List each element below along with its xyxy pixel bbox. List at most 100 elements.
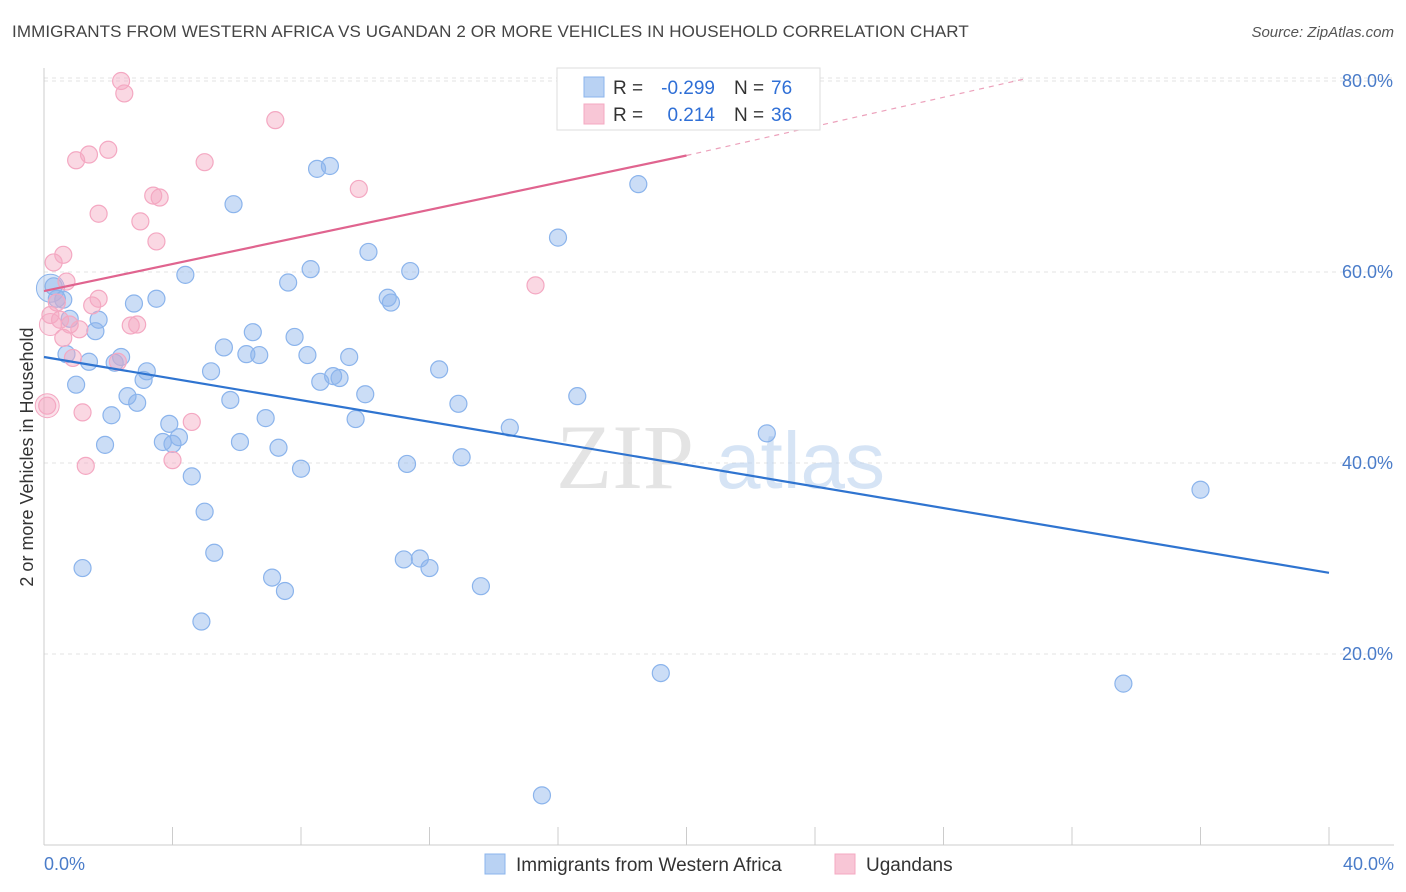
series-legend-label-western-africa: Immigrants from Western Africa: [516, 855, 782, 876]
legend-r-value-1: -0.299: [661, 78, 715, 99]
western-africa-point-65: [471, 577, 490, 596]
western-africa-point-67: [532, 786, 552, 805]
x-tick-label-left: 0.0%: [44, 854, 85, 874]
western-africa-point-71: [651, 663, 670, 683]
western-africa-point-52: [346, 409, 365, 429]
ugandan-point-25: [144, 186, 163, 205]
western-africa-point-63: [449, 394, 468, 413]
legend-r-value-2: 0.214: [667, 105, 715, 126]
y-tick-label-20: 20.0%: [1342, 644, 1393, 664]
western-africa-point-70: [629, 175, 648, 194]
grid-lines: [44, 77, 1394, 655]
western-africa-point-38: [262, 568, 282, 587]
ugandan-point-11: [70, 320, 89, 339]
western-africa-point-43: [291, 459, 311, 478]
western-africa-point-10: [102, 406, 121, 425]
western-africa-point-44: [298, 345, 317, 365]
western-africa-point-11: [95, 435, 115, 454]
watermark: ZIP atlas: [556, 406, 885, 508]
western-africa-point-36: [250, 345, 269, 365]
western-africa-point-59: [401, 261, 420, 281]
ugandan-point-5: [54, 245, 73, 264]
western-africa-point-6: [73, 558, 92, 578]
y-tick-label-60: 60.0%: [1342, 262, 1393, 282]
western-africa-point-49: [324, 366, 343, 386]
western-africa-point-40: [275, 581, 295, 601]
western-africa-point-21: [160, 414, 179, 433]
western-africa-point-42: [285, 327, 304, 347]
ugandan-point-29: [182, 412, 201, 432]
western-africa-point-33: [230, 432, 250, 452]
series-legend-swatch-western-africa: [484, 853, 506, 875]
western-africa-point-7: [79, 352, 99, 371]
ugandan-point-17: [89, 204, 108, 223]
western-africa-point-30: [214, 338, 233, 357]
y-tick-label-80: 80.0%: [1342, 71, 1393, 91]
western-africa-point-26: [192, 612, 211, 631]
western-africa-point-29: [205, 543, 224, 562]
x-tick-labels: 0.0% 40.0%: [44, 854, 1394, 874]
chart-title: IMMIGRANTS FROM WESTERN AFRICA VS UGANDA…: [12, 22, 969, 41]
western-africa-point-28: [201, 362, 221, 381]
western-africa-point-48: [320, 156, 340, 176]
western-africa-point-69: [568, 387, 587, 406]
trendline-ugandans-extension: [686, 78, 1024, 157]
western-africa-point-64: [452, 448, 471, 467]
western-africa-point-18: [137, 362, 156, 381]
ugandan-point-21: [115, 84, 134, 103]
western-africa-point-15: [124, 294, 144, 313]
ugandan-point-3: [47, 293, 66, 312]
ugandan-point-cluster-1: [34, 393, 60, 419]
trend-lines: [43, 78, 1330, 574]
western-africa-point-54: [359, 242, 378, 262]
watermark-atlas: atlas: [716, 416, 885, 505]
western-africa-point-27: [195, 502, 214, 521]
ugandan-point-24: [131, 212, 150, 231]
western-africa-point-31: [221, 390, 240, 410]
axes: [43, 68, 1394, 846]
ugandan-point-15: [79, 145, 99, 164]
western-africa-point-68: [548, 228, 568, 247]
ugandan-point-12: [73, 403, 92, 422]
legend-swatch-blue: [583, 76, 605, 98]
series-legend-swatch-ugandans: [834, 853, 856, 875]
series-western-africa-points: [35, 156, 1210, 805]
ugandan-point-30: [195, 153, 214, 172]
legend-r-label-1: R =: [613, 78, 643, 99]
legend-n-label-2: N =: [734, 105, 764, 126]
western-africa-point-53: [356, 385, 375, 404]
ugandan-point-26: [147, 232, 166, 251]
western-africa-point-24: [176, 265, 195, 284]
western-africa-point-72: [757, 424, 776, 443]
ugandan-point-16: [89, 289, 108, 308]
legend-n-label-1: N =: [734, 78, 764, 99]
ugandan-point-18: [99, 140, 118, 159]
ugandan-point-33: [526, 276, 545, 295]
western-africa-point-19: [147, 289, 166, 308]
trendline-ugandans: [43, 154, 687, 293]
western-africa-point-62: [430, 360, 449, 379]
ugandan-point-22: [121, 316, 140, 335]
western-africa-point-22: [163, 434, 182, 453]
western-africa-point-25: [182, 467, 201, 486]
western-africa-point-57: [394, 550, 413, 569]
western-africa-point-14: [118, 387, 137, 406]
western-africa-point-5: [67, 375, 86, 394]
ugandan-point-14: [83, 296, 102, 315]
western-africa-point-74: [1191, 480, 1210, 499]
y-tick-labels: 20.0% 40.0% 60.0% 80.0%: [1342, 71, 1393, 664]
ugandan-point-23: [128, 315, 147, 334]
western-africa-point-73: [1114, 674, 1133, 693]
western-africa-point-39: [269, 438, 288, 457]
western-africa-point-50: [330, 368, 349, 388]
western-africa-point-23: [169, 428, 189, 447]
western-africa-point-37: [256, 409, 275, 428]
ugandan-point-27: [150, 188, 169, 207]
western-africa-point-56: [381, 293, 401, 312]
ugandan-point-0: [38, 396, 57, 415]
trendline-western-africa: [43, 355, 1330, 574]
series-legend: Immigrants from Western Africa Ugandans: [484, 853, 953, 876]
legend-swatch-pink: [583, 103, 605, 125]
x-tick-label-right: 40.0%: [1343, 854, 1394, 874]
y-tick-label-40: 40.0%: [1342, 453, 1393, 473]
